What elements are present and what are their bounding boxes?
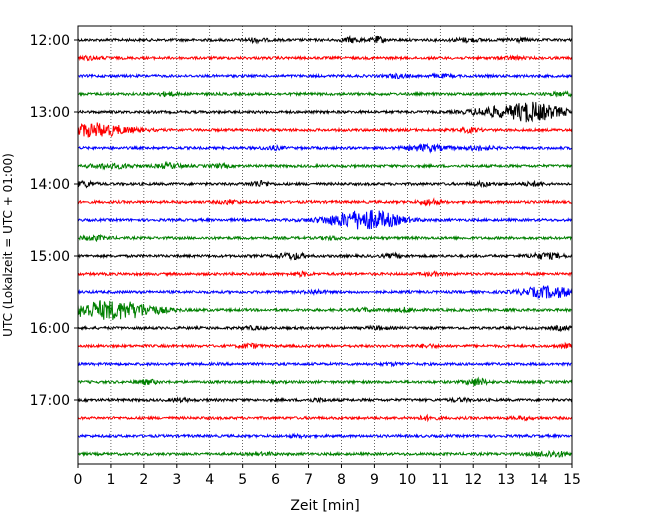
y-tick-label-1: 13:00 (30, 105, 70, 121)
seismogram-trace-1500 (77, 251, 573, 262)
y-tick-label-0: 12:00 (30, 33, 70, 49)
x-tick-label-6: 6 (271, 472, 280, 488)
x-tick-label-4: 4 (205, 472, 214, 488)
y-tick-label-4: 16:00 (30, 321, 70, 337)
seismogram-trace-1230 (77, 72, 573, 80)
seismogram-trace-1630 (77, 360, 572, 368)
x-tick-label-0: 0 (74, 472, 83, 488)
x-tick-label-10: 10 (398, 472, 416, 488)
seismogram-trace-1345 (77, 160, 573, 171)
seismogram-trace-1515 (77, 270, 573, 279)
seismogram-trace-1645 (77, 376, 573, 387)
seismogram-trace-1745 (77, 449, 572, 458)
y-tick-label-3: 15:00 (30, 249, 70, 265)
x-axis-label: Zeit [min] (290, 498, 359, 514)
x-tick-label-15: 15 (563, 472, 581, 488)
x-tick-label-14: 14 (530, 472, 548, 488)
y-tick-label-2: 14:00 (30, 177, 70, 193)
trace-group (77, 34, 573, 458)
seismogram-trace-1300 (77, 101, 573, 123)
seismogram-trace-1530 (77, 284, 573, 300)
plot-background (78, 26, 572, 464)
x-tick-label-3: 3 (172, 472, 181, 488)
seismogram-trace-1615 (77, 341, 573, 350)
seismogram-trace-1430 (77, 209, 573, 230)
x-tick-label-7: 7 (304, 472, 313, 488)
seismogram-trace-1730 (77, 432, 573, 440)
x-axis-ticks: 0 1 2 3 4 5 6 7 8 9 10 11 12 13 14 15 (74, 464, 581, 488)
vertical-grid (110, 26, 540, 464)
seismogram-trace-1600 (77, 324, 573, 333)
seismogram-trace-1415 (77, 197, 572, 207)
seismogram-trace-1200 (77, 34, 573, 45)
seismogram-trace-1245 (77, 90, 573, 98)
x-tick-label-8: 8 (337, 472, 346, 488)
x-tick-label-2: 2 (139, 472, 148, 488)
seismogram-trace-1445 (77, 233, 572, 243)
x-tick-label-1: 1 (106, 472, 115, 488)
y-axis-label: UTC (Lokalzeit = UTC + 01:00) (1, 153, 15, 337)
y-tick-label-5: 17:00 (30, 393, 70, 409)
x-tick-label-5: 5 (238, 472, 247, 488)
seismogram-trace-1545 (77, 300, 573, 321)
x-tick-label-9: 9 (370, 472, 379, 488)
seismogram-trace-1715 (77, 413, 573, 423)
x-tick-label-12: 12 (464, 472, 482, 488)
x-tick-label-13: 13 (497, 472, 515, 488)
x-tick-label-11: 11 (431, 472, 449, 488)
plot-frame (77, 25, 573, 465)
y-axis-ticks: 12:00 13:00 14:00 15:00 16:00 17:00 (30, 33, 78, 409)
seismogram-trace-1400 (77, 179, 572, 189)
seismogram-trace-1215 (77, 54, 573, 62)
seismogram-trace-1330 (77, 142, 572, 154)
seismogram-trace-1700 (77, 396, 573, 404)
seismogram-trace-1315 (77, 122, 573, 138)
